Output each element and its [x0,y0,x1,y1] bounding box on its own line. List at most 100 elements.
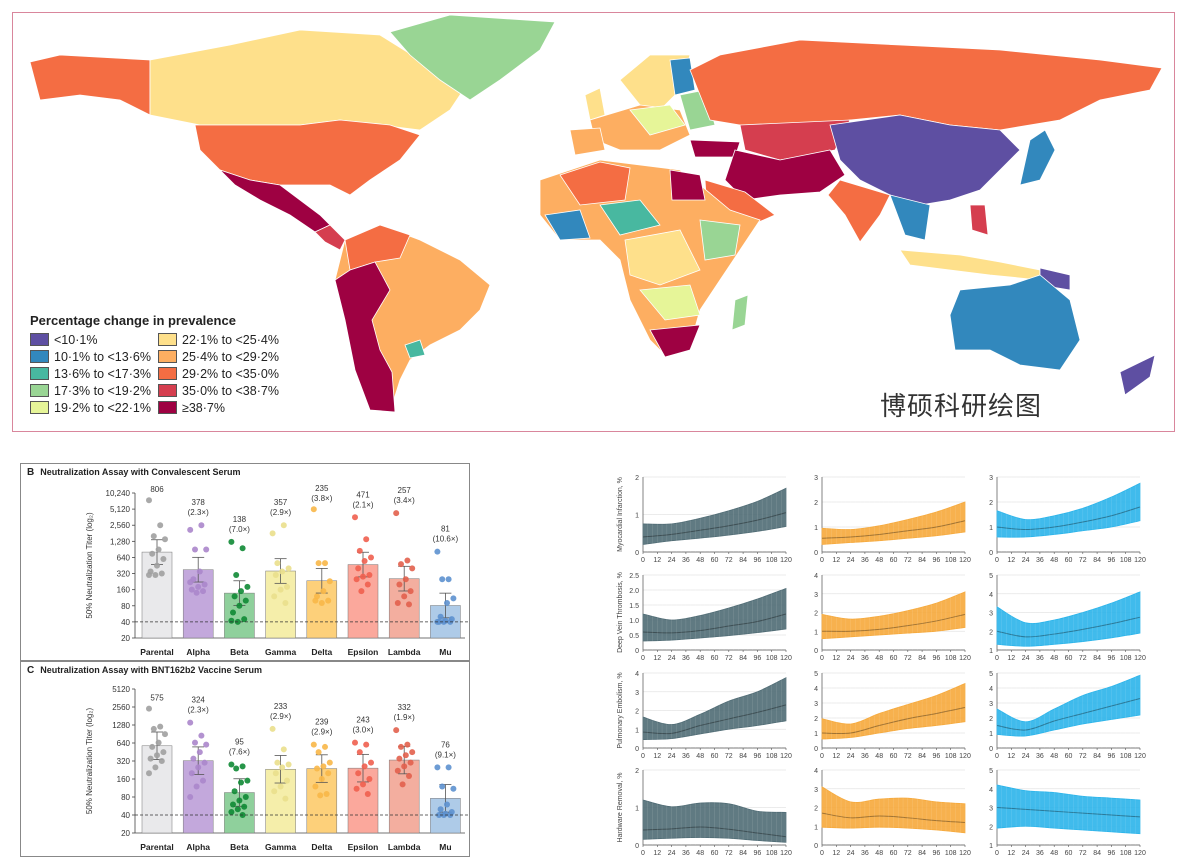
x-tick-label: 120 [780,655,792,662]
x-tick-label: 84 [1093,753,1101,760]
data-point [320,588,327,595]
legend-label: 19·2% to <22·1% [54,400,151,415]
y-tick-label: 0 [635,550,639,557]
legend-item: 10·1% to <13·6% [30,348,158,365]
x-tick-label: 96 [754,850,762,857]
map-legend: Percentage change in prevalence <10·1% 10… [30,313,298,416]
data-point [230,801,236,808]
data-point [196,568,203,575]
x-tick-label: 48 [696,850,704,857]
legend-swatch [158,367,177,380]
map-central-africa [624,229,701,286]
data-point [157,723,164,730]
legend-swatch [30,350,49,363]
x-tick-label: 12 [832,850,840,857]
legend-swatch [158,401,177,414]
data-point [190,755,197,762]
data-point [271,593,278,600]
fold-change-label: (7.6×) [229,747,250,756]
panel-b-heading: B Neutralization Assay with Convalescent … [27,467,240,478]
data-point [450,785,457,792]
x-tick-label: 96 [933,557,941,564]
x-tick-label: 108 [1120,655,1132,662]
map-andes [334,261,396,413]
x-tick-label: 84 [918,655,926,662]
data-point [363,536,370,543]
data-point [272,770,279,777]
x-tick-label: 72 [725,753,733,760]
data-point [406,601,412,608]
category-label: Delta [311,647,332,657]
y-tick-label: 2.0 [629,588,639,595]
data-point [404,557,411,564]
map-japan [1019,129,1056,186]
data-point [355,770,362,777]
y-tick-label: 2 [635,475,639,482]
data-point [402,752,409,759]
y-tick-label: 640 [117,553,131,562]
x-tick-label: 0 [641,655,645,662]
map-madagascar [731,294,749,331]
data-point [157,522,164,529]
data-point [393,727,400,734]
y-tick-label: 2560 [112,703,130,712]
category-label: Parental [140,842,174,852]
x-tick-label: 0 [995,850,999,857]
x-tick-label: 108 [1120,557,1132,564]
x-tick-label: 12 [832,557,840,564]
world-map-panel [12,12,1175,432]
data-point [241,616,248,623]
y-tick-label: 4 [989,686,993,693]
data-point [402,576,409,583]
x-tick-label: 48 [1050,655,1058,662]
x-tick-label: 24 [847,850,855,857]
y-tick-label: 1 [814,629,818,636]
legend-label: 17·3% to <19·2% [54,383,151,398]
x-tick-label: 108 [945,655,957,662]
y-tick-label: 0 [814,550,818,557]
data-point [439,576,446,583]
data-point [363,741,370,748]
estimate-line [996,616,1141,638]
fold-change-label: (1.9×) [394,713,415,722]
x-tick-label: 48 [696,753,704,760]
confidence-band [996,482,1141,538]
data-point [318,776,325,782]
panel-c: C Neutralization Assay with BNT162b2 Vacc… [20,661,470,857]
mean-label: 471 [356,490,370,499]
data-point [317,792,324,799]
x-tick-label: 48 [1050,753,1058,760]
x-tick-label: 84 [918,850,926,857]
x-tick-label: 60 [711,655,719,662]
data-point [361,557,368,564]
y-tick-label: 2 [814,806,818,813]
data-point [285,565,292,572]
world-map [29,14,1163,413]
legend-item: 35·0% to <38·7% [158,382,298,399]
estimate-line [821,520,966,539]
data-point [198,732,205,739]
x-tick-label: 84 [739,753,747,760]
y-tick-label: 3 [814,787,818,794]
data-point [154,562,160,569]
data-point [398,561,404,568]
x-tick-label: 72 [1079,655,1087,662]
y-tick-label: 2 [989,824,993,831]
fold-change-label: (9.1×) [435,750,456,759]
data-point [146,705,152,712]
legend-item: 22·1% to <25·4% [158,331,298,348]
data-point [187,526,194,533]
x-tick-label: 12 [832,655,840,662]
legend-item: 19·2% to <22·1% [30,399,158,416]
legend-swatch [30,401,49,414]
map-australia [949,274,1081,371]
data-point [360,573,366,580]
data-point [150,725,157,732]
x-tick-label: 48 [696,655,704,662]
x-tick-label: 48 [875,557,883,564]
x-tick-label: 60 [1065,753,1073,760]
map-uruguay [404,339,426,359]
data-point [200,777,206,784]
data-point [149,550,156,557]
map-west-africa [544,209,591,241]
